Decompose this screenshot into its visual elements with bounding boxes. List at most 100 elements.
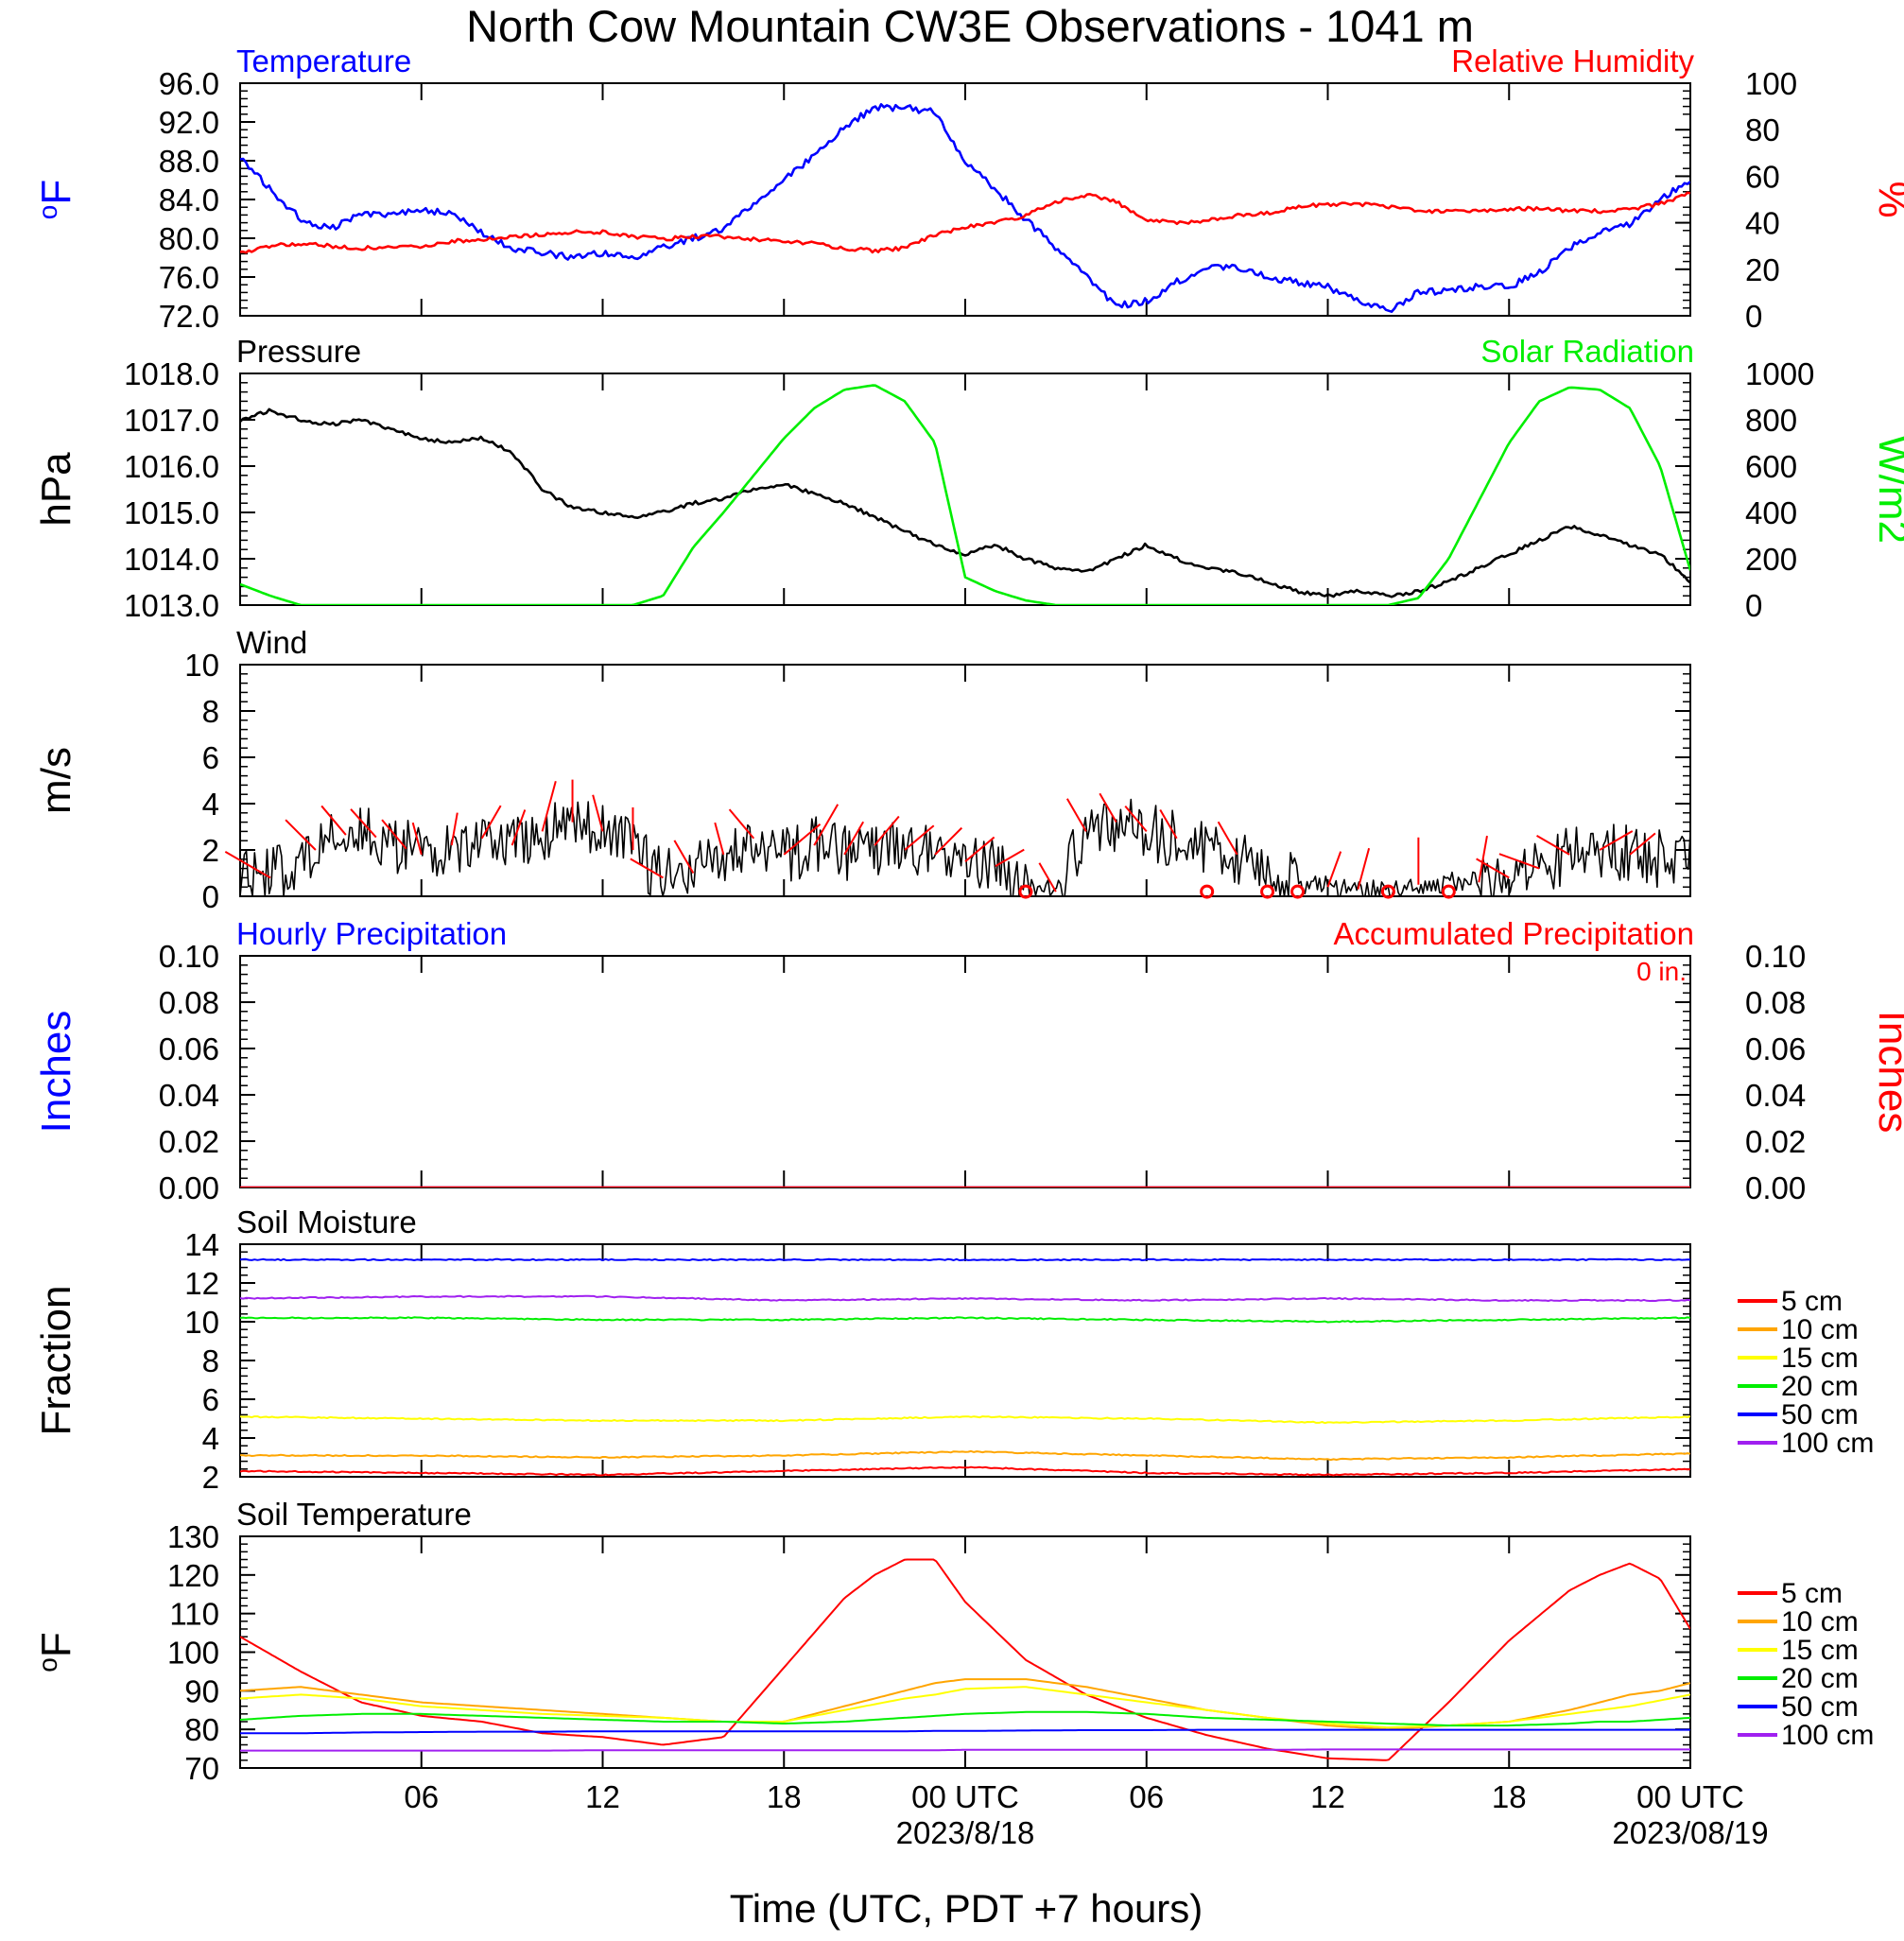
series-line-100-cm	[240, 1294, 1690, 1302]
calm-wind-marker	[1018, 884, 1033, 899]
series-line-10-cm	[240, 1449, 1690, 1462]
y-tick-label-right: 1000	[1745, 356, 1814, 391]
panel-right-title: Relative Humidity	[1451, 43, 1694, 78]
x-tick-label: 00 UTC	[1636, 1779, 1744, 1814]
wind-barb	[1498, 853, 1540, 870]
x-date-label: 2023/8/18	[896, 1815, 1035, 1850]
legend-entry: 20 cm	[1781, 1663, 1859, 1694]
calm-wind-marker	[1290, 884, 1306, 899]
wind-barb	[813, 804, 839, 846]
legend-entry: 5 cm	[1781, 1286, 1843, 1317]
panel-left-title: Temperature	[236, 43, 411, 78]
y-tick-label-left: 1017.0	[124, 403, 219, 438]
wind-barb	[995, 848, 1025, 868]
y-tick-label-left: 8	[202, 1343, 219, 1378]
wind-barb	[1065, 798, 1087, 832]
x-tick-label: 06	[1129, 1779, 1164, 1814]
wind-barb	[843, 821, 865, 856]
x-tick-label: 00 UTC	[911, 1779, 1019, 1814]
x-tick-label: 12	[585, 1779, 620, 1814]
y-tick-label-left: 1016.0	[124, 449, 219, 484]
degree-sign: o	[33, 1657, 62, 1672]
wind-barb	[1159, 808, 1178, 840]
legend-entry: 15 cm	[1781, 1635, 1859, 1666]
panel-left-title: Pressure	[236, 334, 361, 369]
wind-barb	[511, 809, 527, 846]
y-tick-label-left: 4	[202, 1421, 219, 1456]
legend-entry: 50 cm	[1781, 1691, 1859, 1723]
y-tick-label-right: 600	[1745, 449, 1797, 484]
calm-wind-marker	[1441, 884, 1456, 899]
y-axis-unit-left: m/s	[33, 747, 79, 814]
y-tick-label-left: 110	[169, 1597, 219, 1632]
y-axis-unit-left: hPa	[33, 452, 79, 527]
y-tick-label-left: 0.04	[159, 1078, 219, 1113]
y-tick-label-left: 100	[167, 1636, 219, 1671]
wind-barb	[1217, 821, 1238, 856]
y-axis-unit-right: %	[1870, 181, 1904, 217]
plot-frame	[239, 82, 1691, 317]
y-tick-label-right: 200	[1745, 542, 1797, 577]
y-tick-label-left: 80.0	[159, 221, 219, 256]
y-tick-label-left: 14	[184, 1227, 219, 1262]
y-tick-label-right: 0.04	[1745, 1078, 1806, 1113]
wind-barb	[1326, 851, 1342, 888]
y-axis-unit-right: Inches	[1870, 1011, 1904, 1134]
x-axis-label: Time (UTC, PDT +7 hours)	[730, 1886, 1203, 1931]
y-tick-label-right: 100	[1745, 66, 1797, 101]
y-tick-label-right: 40	[1745, 206, 1780, 241]
y-tick-label-left: 0	[202, 879, 219, 914]
wind-barb	[1038, 862, 1057, 893]
legend-entry: 5 cm	[1781, 1578, 1843, 1609]
calm-wind-marker	[1380, 884, 1395, 899]
wind-barb	[1629, 832, 1656, 856]
wind-barb	[964, 836, 995, 863]
y-tick-label-right: 0	[1745, 588, 1762, 623]
figure-title: North Cow Mountain CW3E Observations - 1…	[466, 1, 1474, 51]
legend-entry: 50 cm	[1781, 1399, 1859, 1430]
y-tick-label-left: 1013.0	[124, 588, 219, 623]
legend-entry: 10 cm	[1781, 1606, 1859, 1638]
y-tick-label-left: 92.0	[159, 105, 219, 140]
y-tick-label-left: 10	[184, 1305, 219, 1340]
y-tick-label-right: 80	[1745, 113, 1780, 147]
y-tick-label-left: 130	[167, 1519, 219, 1554]
panel-left-title: Hourly Precipitation	[236, 916, 507, 951]
series-line-50-cm	[240, 1257, 1690, 1261]
wind-barb	[783, 823, 822, 856]
y-tick-label-left: 70	[184, 1751, 219, 1786]
panel-precip: 0.10 0.08 0.06 0.04 0.02 0.00 0.10 0.08 0.06 0.04…	[33, 916, 1904, 1205]
wind-barb	[411, 822, 423, 856]
series-line-5-cm	[240, 1465, 1690, 1477]
y-tick-label-left: 0.10	[159, 939, 219, 974]
y-tick-label-right: 0	[1745, 299, 1762, 334]
panel-pres_solar: 1018.0 1017.0 1016.0 1015.0 1014.0 1013.0 1000…	[33, 334, 1904, 623]
wind-barb	[224, 851, 271, 879]
y-tick-label-left: 12	[184, 1266, 219, 1301]
panel-left-title: Soil Temperature	[236, 1497, 472, 1532]
plot-frame	[239, 955, 1691, 1188]
y-tick-label-left: 2	[202, 833, 219, 868]
y-tick-label-right: 60	[1745, 159, 1780, 194]
y-tick-label-left: 4	[202, 787, 219, 822]
legend-entry: 100 cm	[1781, 1428, 1874, 1459]
series-line-20-cm	[240, 1316, 1690, 1324]
y-tick-label-left: 84.0	[159, 182, 219, 217]
wind-barb	[630, 858, 664, 879]
series-line-10-cm	[240, 1678, 1690, 1731]
y-tick-label-left: 96.0	[159, 66, 219, 101]
wind-barb	[480, 805, 502, 840]
y-tick-label-left: 80	[184, 1712, 219, 1747]
y-axis-unit-right: W/m2	[1870, 435, 1904, 544]
panel-wind: 10 8 6 4 2 0 Wind m/s	[33, 625, 1691, 914]
series-line-5-cm	[240, 1558, 1690, 1761]
wind-barb	[285, 819, 317, 851]
wind-barb	[874, 815, 900, 846]
y-axis-unit-left: oF	[33, 180, 79, 219]
wind-barb	[320, 805, 347, 836]
series-line-solar-radiation	[240, 384, 1690, 605]
y-tick-label-right: 0.10	[1745, 939, 1806, 974]
y-tick-label-left: 0.08	[159, 985, 219, 1020]
